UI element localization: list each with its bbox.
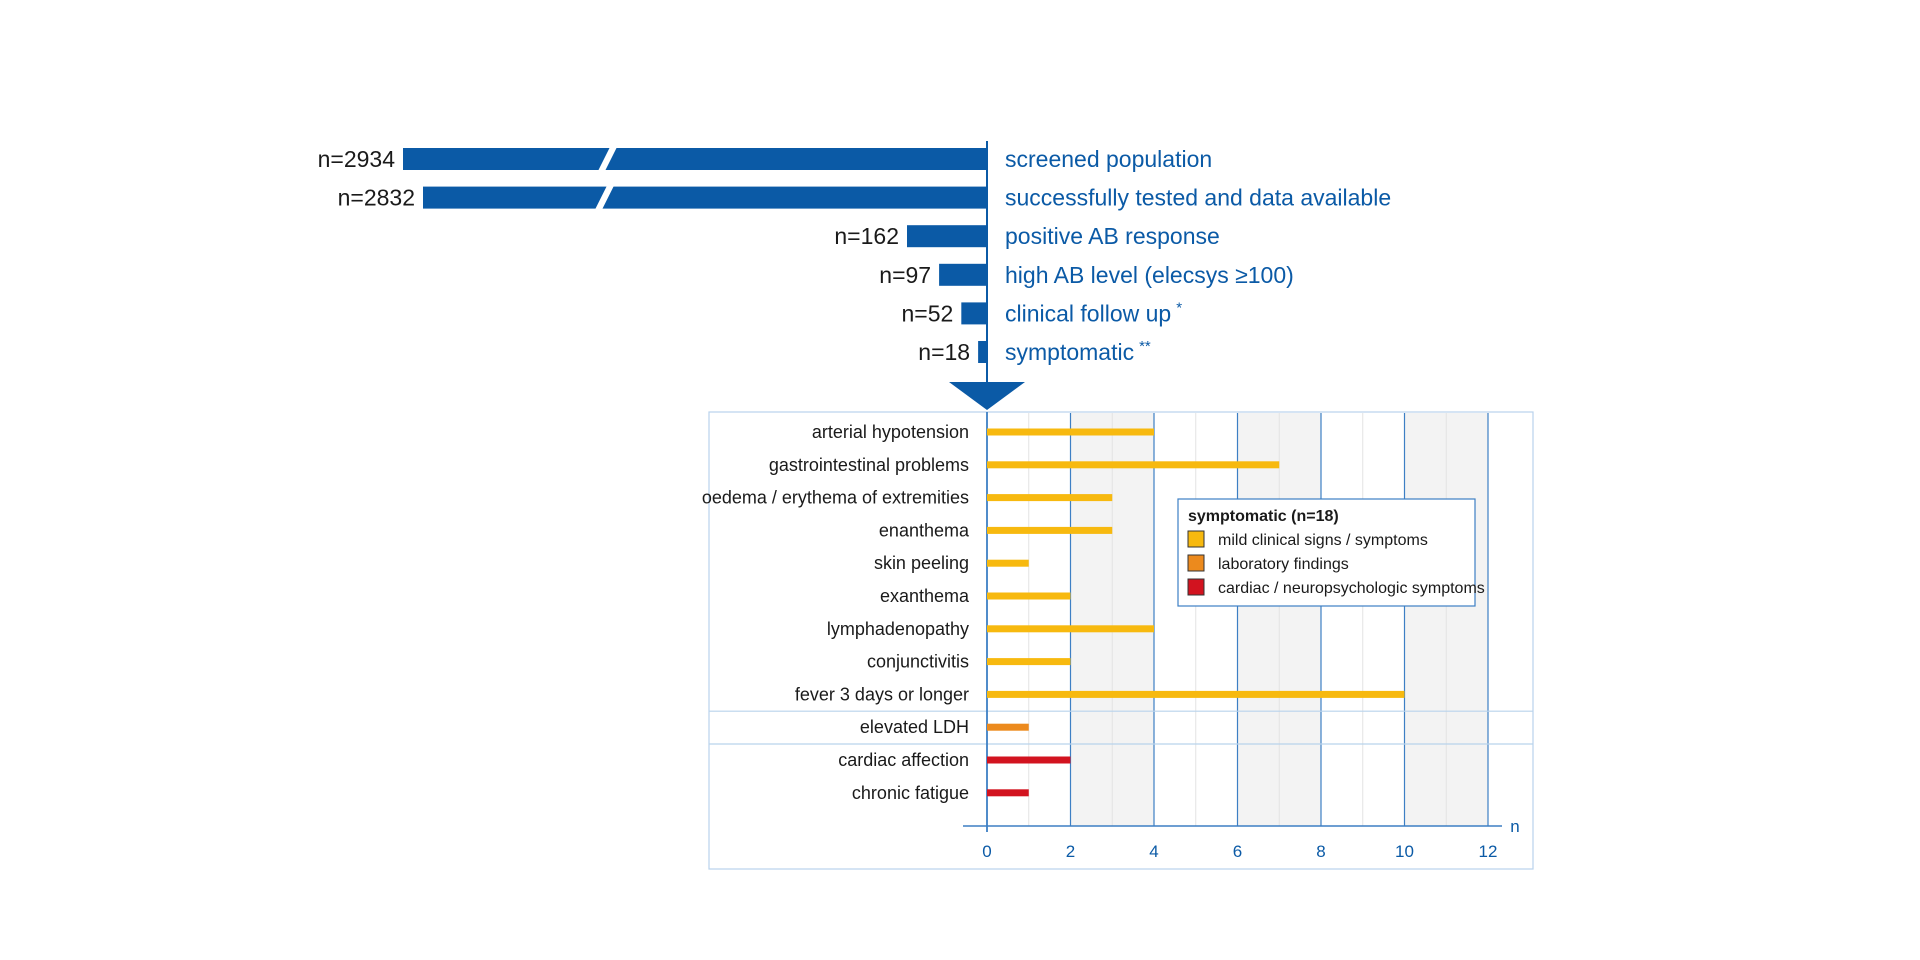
x-axis-label: n <box>1510 817 1519 836</box>
funnel-label-text: symptomatic <box>1005 339 1134 365</box>
bar <box>987 789 1029 797</box>
category-label: cardiac affection <box>838 750 969 770</box>
funnel-count: n=2832 <box>338 185 415 211</box>
arrow-down-icon <box>949 382 1025 410</box>
category-label: conjunctivitis <box>867 652 969 672</box>
bar <box>987 428 1154 436</box>
category-label: chronic fatigue <box>852 783 969 803</box>
funnel-count: n=18 <box>918 339 970 365</box>
x-tick-label: 12 <box>1479 842 1498 861</box>
funnel-count: n=97 <box>879 262 931 288</box>
axis-break-mark <box>598 147 617 171</box>
axis-break-mark <box>595 185 614 210</box>
legend-label: mild clinical signs / symptoms <box>1218 532 1428 549</box>
funnel-label: symptomatic ** <box>1005 338 1151 365</box>
funnel-label: high AB level (elecsys ≥100) <box>1005 262 1294 288</box>
bar <box>987 461 1280 469</box>
bar <box>987 723 1029 731</box>
legend-label: cardiac / neuropsychologic symptoms <box>1218 580 1485 597</box>
bar <box>987 592 1071 600</box>
legend-swatch <box>1187 554 1205 572</box>
footnote-marker: * <box>1176 299 1182 316</box>
funnel-label: positive AB response <box>1005 223 1220 249</box>
funnel-label-text: screened population <box>1005 146 1212 172</box>
footnote-marker: ** <box>1139 338 1151 355</box>
funnel-label-text: positive AB response <box>1005 223 1220 249</box>
legend-title: symptomatic (n=18) <box>1188 508 1339 525</box>
category-label: skin peeling <box>874 553 969 573</box>
category-label: oedema / erythema of extremities <box>702 488 969 508</box>
chart-area: n 0 2 4 6 8 10 12 <box>708 411 1534 870</box>
funnel-bar <box>978 341 987 363</box>
legend-swatch <box>1187 578 1205 596</box>
category-label: arterial hypotension <box>812 422 969 442</box>
bar <box>987 559 1029 567</box>
category-label: exanthema <box>880 586 970 606</box>
bar <box>987 494 1113 502</box>
funnel-bar <box>423 186 987 209</box>
category-label: elevated LDH <box>860 717 969 737</box>
funnel-label-text: successfully tested and data available <box>1005 185 1391 211</box>
funnel-label: successfully tested and data available <box>1005 185 1391 211</box>
funnel-label-text: clinical follow up <box>1005 300 1171 326</box>
symptom-bars: arterial hypotension gastrointestinal pro… <box>702 422 1405 803</box>
category-label: fever 3 days or longer <box>795 684 969 704</box>
funnel-count: n=2934 <box>318 146 396 172</box>
funnel-bar <box>939 263 987 286</box>
funnel-bar <box>907 225 987 248</box>
x-tick-label: 6 <box>1233 842 1242 861</box>
bar <box>987 625 1154 633</box>
funnel-label: screened population <box>1005 146 1212 172</box>
bar <box>987 690 1405 698</box>
legend-box <box>1177 498 1476 607</box>
category-label: lymphadenopathy <box>827 619 969 639</box>
bar <box>987 526 1113 534</box>
legend-swatch <box>1187 530 1205 548</box>
x-tick-label: 4 <box>1149 842 1158 861</box>
funnel-label-text: high AB level (elecsys ≥100) <box>1005 262 1294 288</box>
bar <box>987 756 1071 764</box>
funnel-bar <box>961 302 987 325</box>
x-tick-label: 8 <box>1316 842 1325 861</box>
category-label: enanthema <box>879 520 970 540</box>
bar <box>987 658 1071 666</box>
funnel-bar <box>403 148 987 170</box>
funnel-diagram: n=2934 screened population n=2832 successfu… <box>318 141 1391 410</box>
legend-label: laboratory findings <box>1218 556 1349 573</box>
legend: symptomatic (n=18) mild clinical signs / … <box>1177 498 1485 607</box>
funnel-count: n=162 <box>834 223 899 249</box>
x-tick-label: 0 <box>982 842 991 861</box>
funnel-count: n=52 <box>902 300 954 326</box>
x-tick-label: 2 <box>1066 842 1075 861</box>
category-label: gastrointestinal problems <box>769 455 969 475</box>
x-tick-label: 10 <box>1395 842 1414 861</box>
funnel-label: clinical follow up * <box>1005 299 1182 326</box>
